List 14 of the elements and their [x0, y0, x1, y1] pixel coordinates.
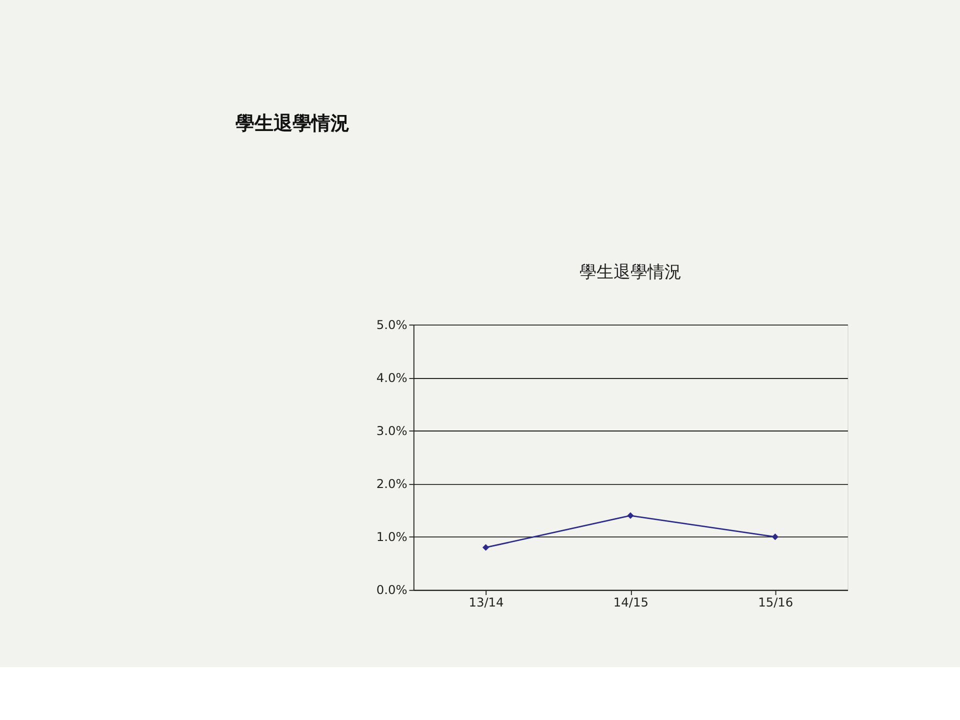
x-tick-label: 13/14: [468, 595, 504, 610]
y-tick-label: 5.0%: [376, 318, 408, 332]
y-tick-label: 1.0%: [376, 530, 408, 544]
chart-title: 學生退學情況: [235, 112, 350, 135]
point: [627, 512, 634, 519]
y-tick-label: 2.0%: [376, 477, 408, 491]
y-tick-label: 4.0%: [376, 370, 408, 385]
point: [772, 534, 778, 540]
x-tick-label: 14/15: [613, 595, 648, 610]
chart-subtitle: 學生退學情況: [579, 262, 682, 282]
y-tick-label: 3.0%: [376, 424, 408, 438]
point: [482, 544, 490, 551]
x-tick-label: 15/16: [758, 595, 794, 610]
y-tick-label: 0.0%: [376, 583, 408, 598]
